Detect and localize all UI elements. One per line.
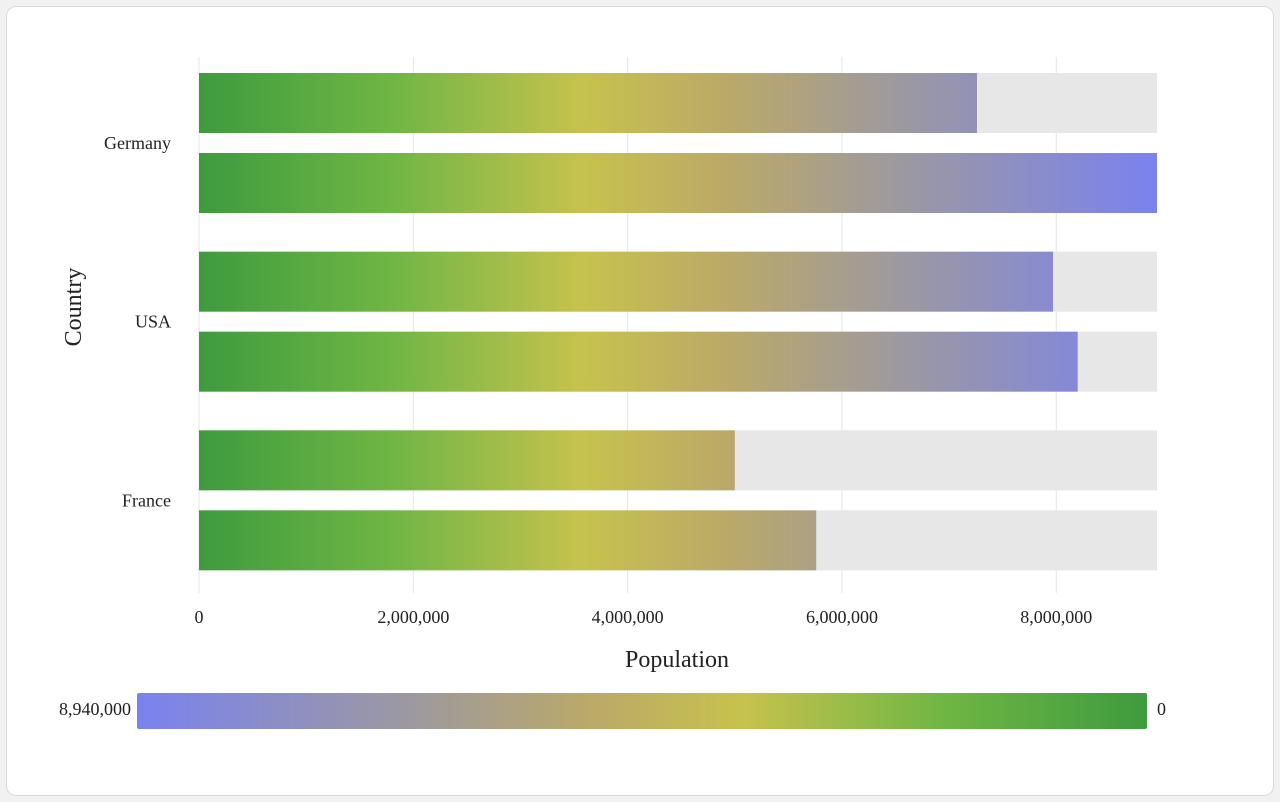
bar[interactable]: [199, 332, 1078, 392]
bar[interactable]: [199, 73, 977, 133]
bar[interactable]: [199, 252, 1053, 312]
color-legend-bar: [137, 693, 1147, 729]
chart-area: 0 2,000,000 4,000,000 6,000,000 8,000,000 Ge…: [7, 7, 1273, 795]
bar-chart-svg: 0 2,000,000 4,000,000 6,000,000 8,000,000 Ge…: [7, 7, 1275, 797]
x-axis-label: Population: [625, 647, 729, 674]
x-tick-label: 6,000,000: [806, 607, 878, 627]
x-tick-label: 8,000,000: [1020, 607, 1092, 627]
color-legend-min-label: 0: [1157, 699, 1166, 720]
bar[interactable]: [199, 153, 1157, 213]
y-tick-label: Germany: [104, 133, 171, 153]
x-tick-label: 4,000,000: [592, 607, 664, 627]
x-tick-label: 2,000,000: [377, 607, 449, 627]
bar[interactable]: [199, 510, 816, 570]
color-legend-max-label: 8,940,000: [47, 699, 131, 720]
bar[interactable]: [199, 430, 735, 490]
chart-card: 0 2,000,000 4,000,000 6,000,000 8,000,000 Ge…: [6, 6, 1274, 796]
y-tick-label: USA: [135, 312, 171, 332]
y-tick-label: France: [122, 490, 171, 510]
y-axis-label: Country: [61, 268, 88, 347]
x-tick-label: 0: [195, 607, 204, 627]
